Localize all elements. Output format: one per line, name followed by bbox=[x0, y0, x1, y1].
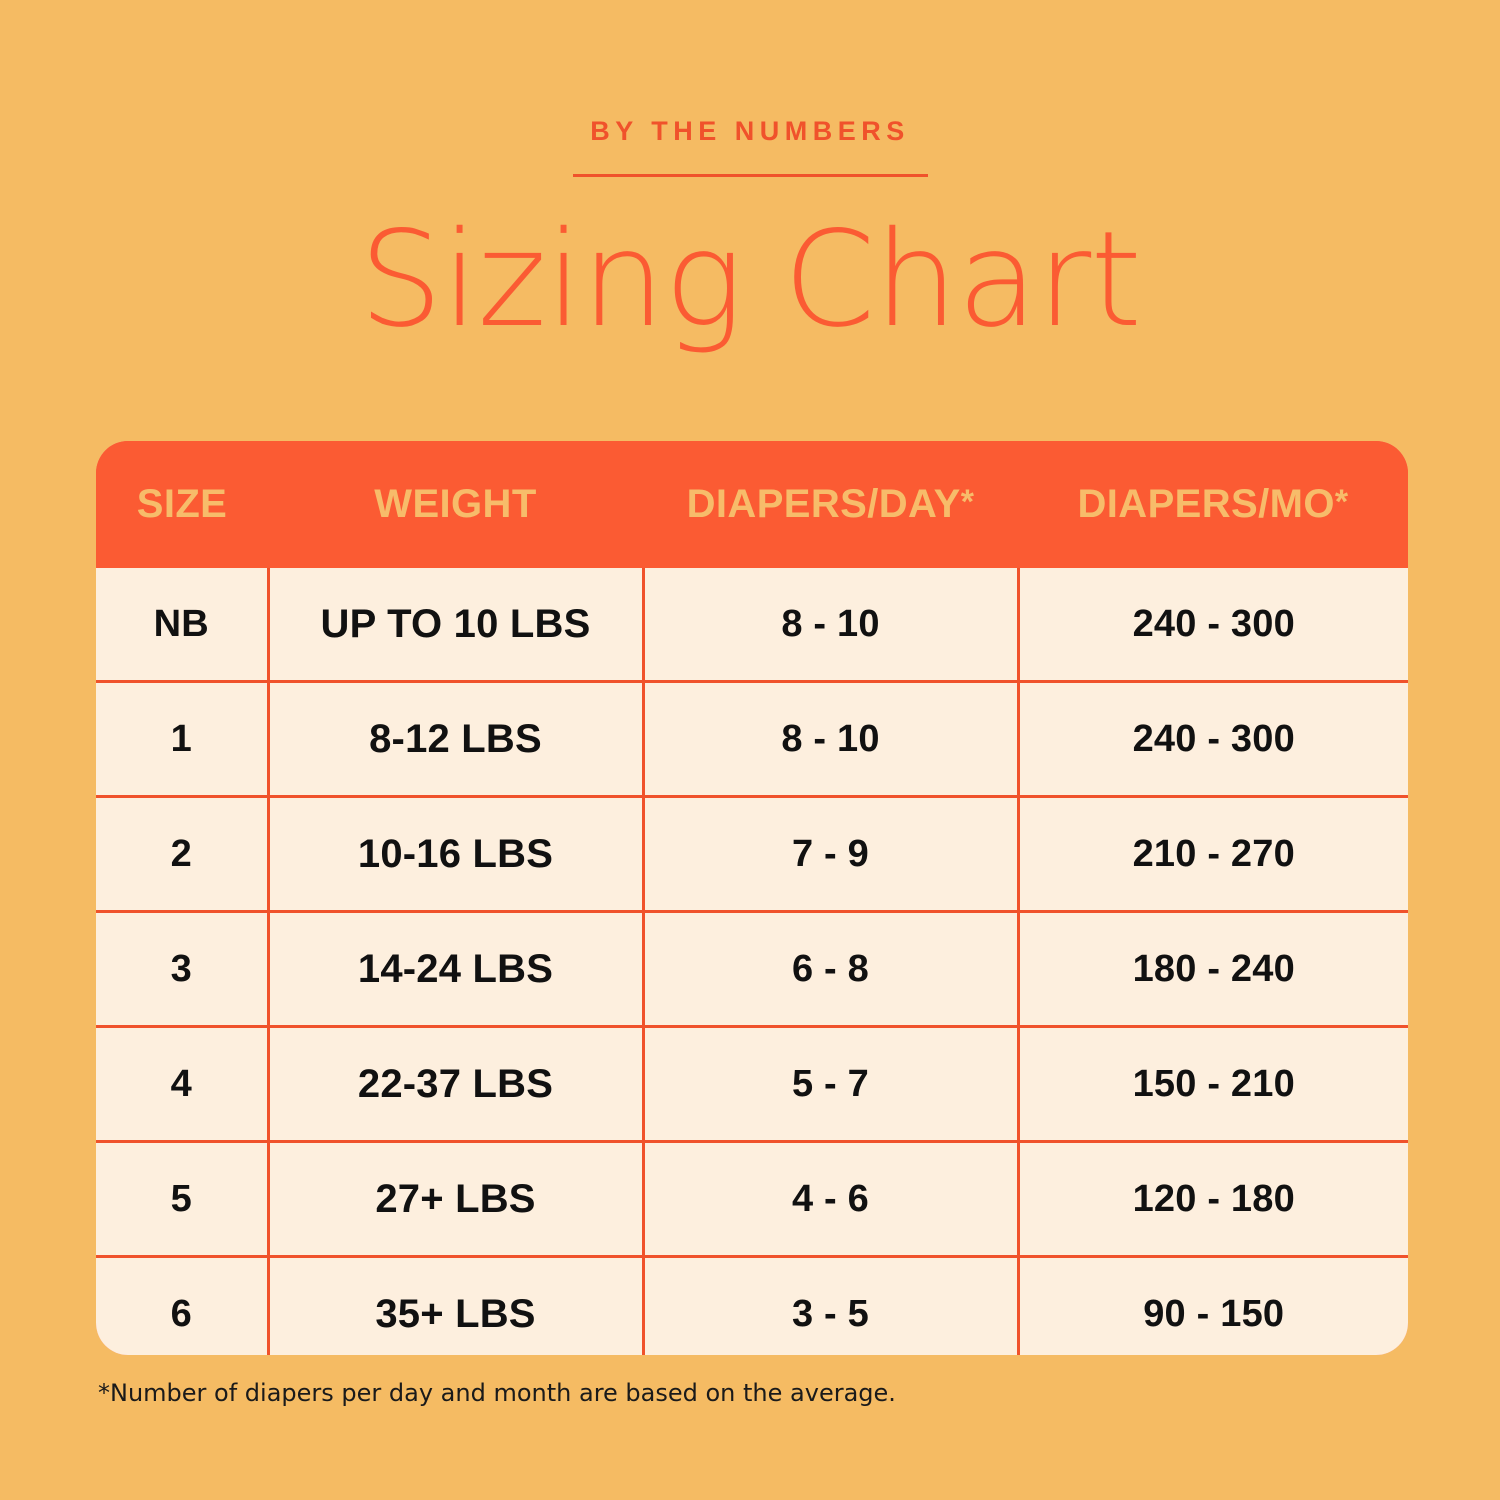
cell-size: 3 bbox=[96, 910, 270, 1027]
cell-weight: UP TO 10 LBS bbox=[268, 568, 645, 682]
table-row: 5 27+ LBS 4 - 6 120 - 180 bbox=[96, 1140, 1408, 1257]
cell-diapers-mo: 150 - 210 bbox=[1018, 1025, 1408, 1142]
cell-diapers-mo: 240 - 300 bbox=[1132, 602, 1295, 645]
eyebrow-divider bbox=[572, 174, 928, 177]
table-row: NB UP TO 10 LBS 8 - 10 240 - 300 bbox=[96, 568, 1408, 682]
table-row: 2 10-16 LBS 7 - 9 210 - 270 bbox=[96, 795, 1408, 912]
footnote-text: *Number of diapers per day and month are… bbox=[98, 1379, 896, 1407]
table-row: 4 22-37 LBS 5 - 7 150 - 210 bbox=[96, 1025, 1408, 1142]
page-title: Sizing Chart bbox=[359, 203, 1142, 357]
column-header-diapers-day: DIAPERS/DAY* bbox=[686, 482, 975, 526]
cell-size: 5 bbox=[96, 1140, 270, 1257]
cell-weight: 22-37 LBS bbox=[268, 1025, 645, 1142]
cell-diapers-day: 8 - 10 bbox=[643, 680, 1020, 797]
cell-diapers-mo: 240 - 300 bbox=[1018, 680, 1408, 797]
cell-size: 4 bbox=[96, 1025, 270, 1142]
cell-weight: 35+ LBS bbox=[268, 1255, 645, 1355]
cell-size: 2 bbox=[96, 795, 270, 912]
cell-weight: 27+ LBS bbox=[268, 1140, 645, 1257]
table-header-row: SIZE WEIGHT DIAPERS/DAY* DIAPERS/MO* bbox=[96, 441, 1408, 568]
sizing-table-container: SIZE WEIGHT DIAPERS/DAY* DIAPERS/MO* NB U… bbox=[96, 441, 1408, 1355]
cell-size: 6 bbox=[96, 1255, 270, 1355]
cell-diapers-mo: 180 - 240 bbox=[1018, 910, 1408, 1027]
table-body: NB UP TO 10 LBS 8 - 10 240 - 300 1 8-12 LBS 8 … bbox=[96, 568, 1408, 1355]
cell-diapers-day: 4 - 6 bbox=[643, 1140, 1020, 1257]
cell-weight: 10-16 LBS bbox=[268, 795, 645, 912]
cell-diapers-day: 3 - 5 bbox=[643, 1255, 1020, 1355]
asterisk-marker: * bbox=[1334, 483, 1349, 521]
column-header-size: SIZE bbox=[136, 482, 228, 526]
column-header-weight: WEIGHT bbox=[374, 482, 537, 526]
table-header: SIZE WEIGHT DIAPERS/DAY* DIAPERS/MO* bbox=[96, 441, 1408, 568]
eyebrow-label: BY THE NUMBERS bbox=[590, 116, 910, 146]
cell-diapers-day: 7 - 9 bbox=[643, 795, 1020, 912]
table-row: 3 14-24 LBS 6 - 8 180 - 240 bbox=[96, 910, 1408, 1027]
page-header: BY THE NUMBERS Sizing Chart bbox=[0, 118, 1500, 352]
cell-diapers-day: 8 - 10 bbox=[643, 568, 1020, 682]
table-row: 6 35+ LBS 3 - 5 90 - 150 bbox=[96, 1255, 1408, 1355]
cell-weight: 8-12 LBS bbox=[268, 680, 645, 797]
cell-diapers-day: 5 - 7 bbox=[643, 1025, 1020, 1142]
cell-diapers-mo: 90 - 150 bbox=[1018, 1255, 1408, 1355]
cell-size: NB bbox=[96, 568, 270, 682]
cell-diapers-mo: 210 - 270 bbox=[1018, 795, 1408, 912]
cell-weight: 14-24 LBS bbox=[268, 910, 645, 1027]
cell-diapers-mo: 120 - 180 bbox=[1018, 1140, 1408, 1257]
table-row: 1 8-12 LBS 8 - 10 240 - 300 bbox=[96, 680, 1408, 797]
asterisk-marker: * bbox=[960, 483, 975, 521]
cell-diapers-day: 6 - 8 bbox=[643, 910, 1020, 1027]
sizing-table: SIZE WEIGHT DIAPERS/DAY* DIAPERS/MO* NB U… bbox=[96, 441, 1408, 1355]
cell-size: 1 bbox=[96, 680, 270, 797]
column-header-diapers-mo: DIAPERS/MO* bbox=[1077, 482, 1349, 526]
